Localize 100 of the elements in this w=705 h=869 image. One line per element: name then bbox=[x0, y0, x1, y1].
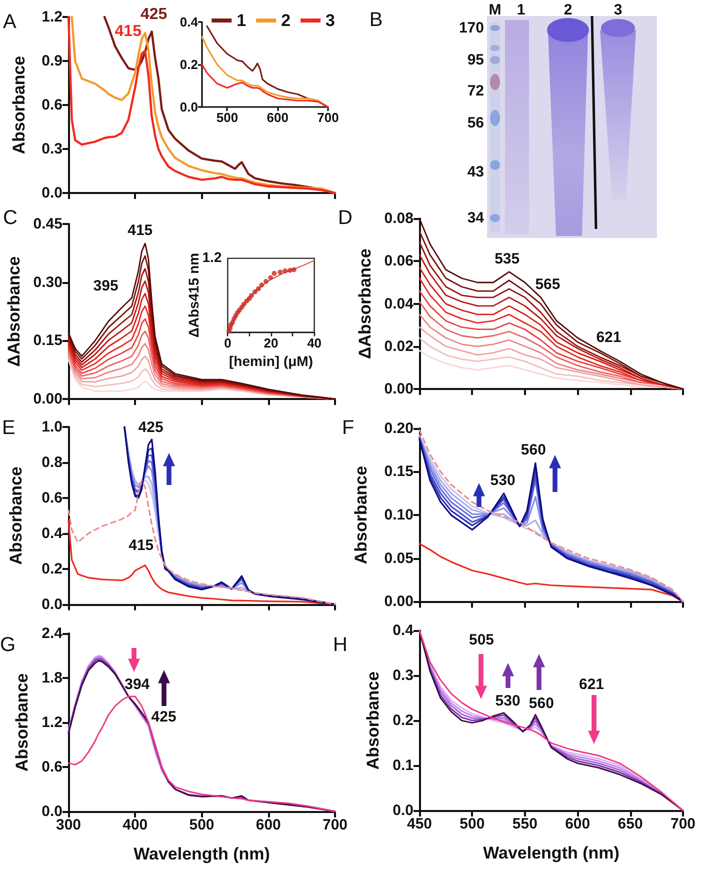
y-tick-label: 0.6 bbox=[42, 489, 62, 506]
annotation: 425 bbox=[138, 418, 164, 436]
x-tick-label: 700 bbox=[317, 110, 339, 125]
x-tick-label: 650 bbox=[618, 816, 643, 832]
x-tick-label: 0 bbox=[224, 335, 232, 350]
y-tick-label: 0.06 bbox=[384, 252, 414, 270]
y-tick-label: 0.0 bbox=[42, 596, 62, 613]
text: 43 bbox=[467, 164, 484, 180]
x-axis-title: Wavelength (nm) bbox=[483, 844, 620, 862]
y-tick-label: 0.6 bbox=[42, 758, 62, 776]
y-tick-label: 0.04 bbox=[384, 295, 414, 312]
x-tick-label: 40 bbox=[307, 335, 322, 350]
chart-title: D bbox=[338, 207, 352, 229]
y-tick-label: 0.0 bbox=[180, 100, 198, 114]
y-tick-label: 0.0 bbox=[42, 184, 62, 202]
y-tick-label: 0.15 bbox=[33, 332, 62, 350]
category-label: 2 bbox=[564, 2, 572, 18]
x-tick-label: 20 bbox=[264, 335, 278, 350]
y-tick-label: 0.8 bbox=[42, 454, 62, 471]
y-tick-label: 0.3 bbox=[42, 140, 62, 158]
y-tick-label: 1.8 bbox=[42, 669, 62, 686]
y-tick-label: 0.15 bbox=[384, 463, 414, 480]
annotation: 415 bbox=[128, 222, 153, 239]
annotation: 1.2 bbox=[202, 249, 222, 265]
annotation: 530 bbox=[490, 472, 516, 489]
annotation: 560 bbox=[520, 442, 546, 459]
chart-title: H bbox=[333, 634, 348, 656]
y-tick-label: 0.00 bbox=[33, 390, 62, 408]
text: 95 bbox=[467, 52, 484, 68]
y-axis-title: Absorbance bbox=[6, 466, 26, 565]
y-tick-label: 0.30 bbox=[33, 274, 62, 291]
x-tick-label: 550 bbox=[512, 816, 538, 832]
y-tick-label: 0.08 bbox=[384, 210, 414, 228]
x-tick-label: 600 bbox=[256, 816, 281, 834]
x-tick-label: 500 bbox=[460, 816, 485, 832]
y-axis-title: ΔAbs415 nm bbox=[186, 252, 202, 338]
y-tick-label: 0.4 bbox=[180, 14, 199, 30]
x-tick-label: 500 bbox=[216, 110, 238, 125]
text: 56 bbox=[467, 114, 484, 132]
y-axis-title: Absorbance bbox=[352, 466, 370, 564]
x-axis-title: Wavelength (nm) bbox=[134, 844, 270, 864]
y-tick-label: 2.4 bbox=[42, 624, 64, 642]
annotation: 425 bbox=[140, 6, 168, 24]
y-tick-label: 0.00 bbox=[384, 380, 414, 398]
y-tick-label: 1.2 bbox=[42, 8, 62, 26]
legend-label: 3 bbox=[326, 11, 336, 30]
chart-title: E bbox=[2, 417, 16, 439]
annotation: 415 bbox=[114, 23, 142, 40]
y-tick-label: 0.45 bbox=[33, 216, 62, 232]
y-tick-label: 0.6 bbox=[42, 96, 62, 114]
y-tick-label: 0.4 bbox=[42, 524, 64, 542]
y-tick-label: 1.2 bbox=[42, 714, 62, 731]
y-tick-label: 0.20 bbox=[384, 420, 414, 437]
y-tick-label: 1.0 bbox=[42, 418, 62, 436]
y-tick-label: 0.3 bbox=[392, 667, 414, 684]
annotation: 415 bbox=[128, 536, 154, 554]
x-tick-label: 700 bbox=[670, 816, 696, 832]
y-axis-title: Absorbance bbox=[10, 56, 28, 154]
x-tick-label: 600 bbox=[565, 816, 590, 832]
y-tick-label: 0.05 bbox=[384, 550, 414, 567]
x-tick-label: 400 bbox=[122, 816, 148, 834]
text: B bbox=[369, 9, 383, 31]
legend-label: 2 bbox=[281, 11, 291, 30]
chart-title: C bbox=[3, 207, 18, 229]
annotation: 530 bbox=[495, 692, 520, 710]
y-tick-label: 0.10 bbox=[384, 506, 414, 524]
y-tick-label: 0.2 bbox=[392, 712, 414, 730]
annotation: 425 bbox=[151, 708, 176, 726]
category-label: M bbox=[488, 2, 502, 18]
y-tick-label: 0.9 bbox=[42, 52, 62, 70]
annotation: 505 bbox=[468, 632, 494, 648]
annotation: 565 bbox=[535, 276, 560, 293]
chart-title: G bbox=[0, 634, 16, 656]
legend-label: 1 bbox=[236, 11, 246, 30]
category-label: 3 bbox=[614, 2, 622, 18]
y-tick-label: 0.2 bbox=[42, 560, 62, 578]
text: 72 bbox=[467, 82, 484, 100]
annotation: 621 bbox=[578, 676, 604, 694]
annotation: 560 bbox=[528, 695, 554, 712]
chart-title: F bbox=[342, 417, 354, 439]
y-tick-label: 0.4 bbox=[392, 622, 414, 640]
annotation: 621 bbox=[596, 329, 622, 346]
annotation: 394 bbox=[124, 676, 150, 693]
y-axis-title: ΔAbsorbance bbox=[355, 248, 374, 360]
y-tick-label: 0.00 bbox=[384, 593, 414, 610]
y-tick-label: 0.2 bbox=[180, 57, 198, 72]
text: 170 bbox=[458, 20, 484, 36]
x-tick-label: 600 bbox=[266, 110, 288, 125]
chart-title: A bbox=[3, 11, 17, 33]
annotation: 395 bbox=[93, 277, 118, 294]
y-axis-title: Absorbance bbox=[364, 671, 383, 770]
x-axis-title: [hemin] (μM) bbox=[229, 353, 313, 370]
x-tick-label: 700 bbox=[322, 816, 348, 834]
annotation: 535 bbox=[494, 250, 520, 268]
category-label: 1 bbox=[516, 2, 526, 18]
y-axis-title: ΔAbsorbance bbox=[4, 256, 24, 367]
x-tick-label: 500 bbox=[189, 816, 214, 834]
y-axis-title: Absorbance bbox=[12, 673, 32, 772]
y-tick-label: 0.02 bbox=[384, 338, 414, 355]
y-tick-label: 0.1 bbox=[392, 757, 414, 774]
